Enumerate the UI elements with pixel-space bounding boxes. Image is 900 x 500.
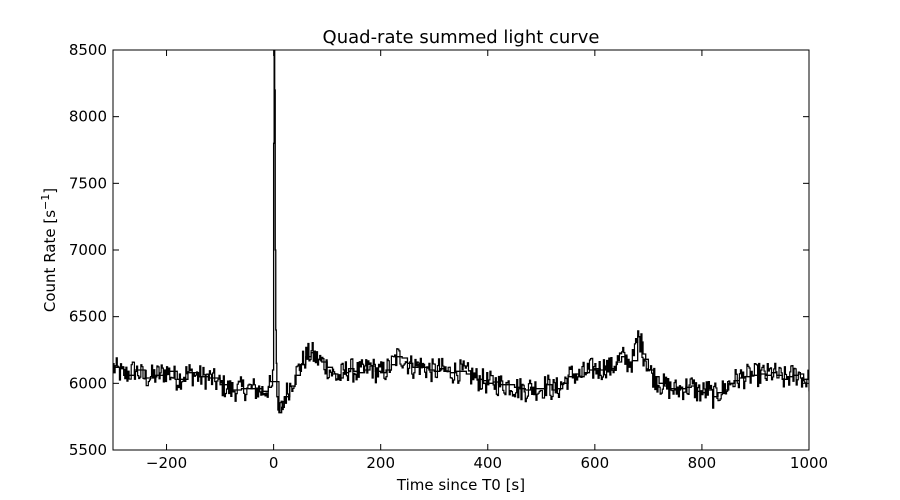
series-line-0 xyxy=(113,50,809,414)
y-axis-title-end: ] xyxy=(41,188,59,194)
y-tick-label: 8000 xyxy=(69,108,107,126)
y-axis-title: Count Rate [s−1] xyxy=(39,188,59,312)
x-tick-label: 1000 xyxy=(790,454,828,472)
series-noise-0 xyxy=(113,330,809,413)
y-tick-label: 7000 xyxy=(69,241,107,259)
y-tick-label: 5500 xyxy=(69,441,107,459)
x-axis-title: Time since T0 [s] xyxy=(396,476,525,494)
y-tick-label: 6000 xyxy=(69,374,107,392)
x-tick-label: 200 xyxy=(366,454,395,472)
x-tick-label: 600 xyxy=(581,454,610,472)
x-tick-label: 0 xyxy=(269,454,279,472)
y-tick-label: 8500 xyxy=(69,41,107,59)
y-axis-title-superscript: −1 xyxy=(39,194,52,210)
x-tick-label: 400 xyxy=(473,454,502,472)
x-tick-label: 800 xyxy=(688,454,717,472)
chart-title: Quad-rate summed light curve xyxy=(323,27,600,48)
y-axis-title-main: Count Rate [s xyxy=(41,210,59,312)
x-tick-label: −200 xyxy=(146,454,187,472)
y-tick-label: 6500 xyxy=(69,308,107,326)
y-tick-label: 7500 xyxy=(69,174,107,192)
